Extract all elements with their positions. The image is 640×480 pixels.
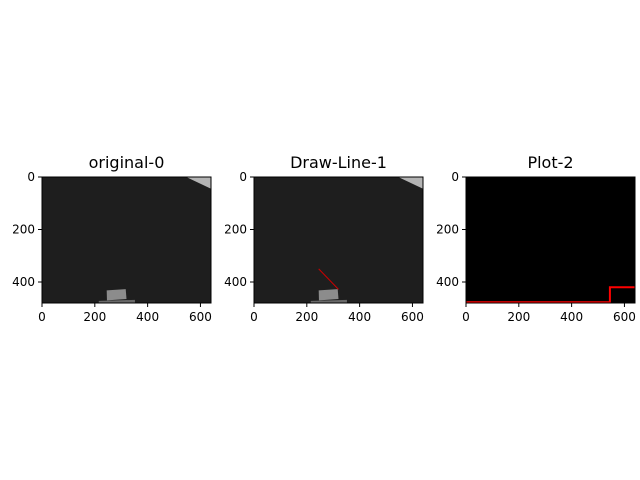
subplot-title: Plot-2 <box>527 153 573 172</box>
subplot-original: 0 200 400 600 0 200 400 original-0 <box>12 153 212 324</box>
y-tick-label: 0 <box>27 170 35 184</box>
x-tick-label: 600 <box>401 310 424 324</box>
corner-patch <box>398 177 423 189</box>
subplot-plot: 0 200 400 600 0 200 400 Plot-2 <box>436 153 636 324</box>
corner-patch <box>186 177 211 189</box>
x-tick-label: 400 <box>560 310 583 324</box>
axes-frame <box>465 176 636 304</box>
drawn-line <box>318 268 339 290</box>
x-tick-label: 400 <box>136 310 159 324</box>
axes-frame <box>41 176 212 304</box>
y-tick-label: 400 <box>224 275 247 289</box>
x-tick-label: 0 <box>462 310 470 324</box>
x-tick-label: 0 <box>250 310 258 324</box>
plot-content <box>466 286 635 303</box>
x-tick-label: 0 <box>38 310 46 324</box>
x-tick-label: 200 <box>507 310 530 324</box>
plot-content <box>98 177 211 303</box>
y-tick-label: 200 <box>224 223 247 237</box>
x-tick-label: 200 <box>83 310 106 324</box>
y-tick-label: 0 <box>239 170 247 184</box>
image-background <box>254 177 423 303</box>
block <box>106 289 127 301</box>
x-tick-label: 600 <box>189 310 212 324</box>
y-tick-label: 200 <box>436 223 459 237</box>
block <box>318 289 339 301</box>
y-tick-label: 0 <box>451 170 459 184</box>
base-strip <box>98 299 135 303</box>
x-tick-label: 400 <box>348 310 371 324</box>
x-tick-label: 600 <box>613 310 636 324</box>
x-tick-label: 200 <box>295 310 318 324</box>
image-background <box>42 177 211 303</box>
y-tick-label: 200 <box>12 223 35 237</box>
plot-content <box>310 177 423 303</box>
axes-frame <box>253 176 424 304</box>
subplot-title: original-0 <box>89 153 165 172</box>
subplot-title: Draw-Line-1 <box>290 153 387 172</box>
image-background <box>466 177 635 303</box>
series-line <box>466 286 635 303</box>
subplot-draw-line: 0 200 400 600 0 200 400 Draw-Line-1 <box>224 153 424 324</box>
y-tick-label: 400 <box>436 275 459 289</box>
y-tick-label: 400 <box>12 275 35 289</box>
base-strip <box>310 299 347 303</box>
